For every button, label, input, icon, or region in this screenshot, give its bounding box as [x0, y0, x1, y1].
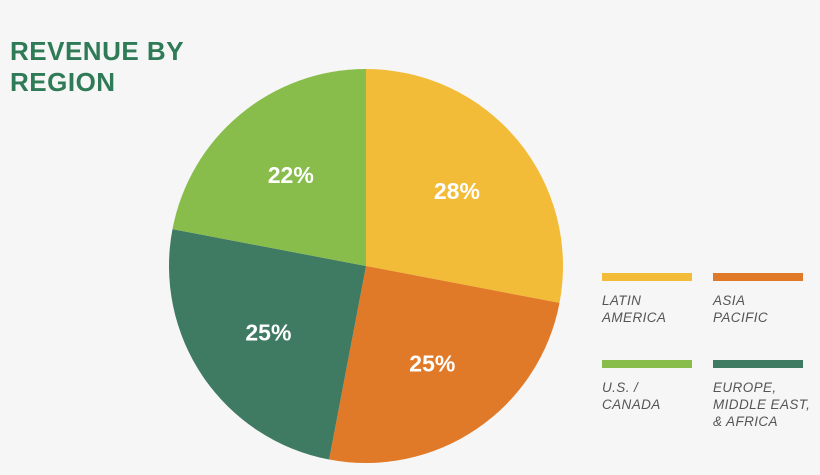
chart-title-line: REVENUE BY — [10, 36, 185, 66]
legend-swatch — [602, 273, 692, 281]
legend-label-line: CANADA — [602, 397, 661, 412]
slice-value-label: 28% — [434, 178, 480, 204]
legend-item-latin-america: LATIN AMERICA — [602, 273, 692, 326]
legend-label: U.S. / CANADA — [602, 379, 692, 413]
legend-swatch — [713, 360, 803, 368]
pie-slice-europe-middle-east-africa — [169, 229, 366, 460]
legend-label-line: PACIFIC — [713, 310, 769, 325]
legend-label-line: LATIN — [602, 293, 642, 308]
slice-value-label: 22% — [268, 162, 314, 188]
chart-title-line: REGION — [10, 67, 116, 97]
slice-value-label: 25% — [245, 319, 291, 345]
legend-label: EUROPE, MIDDLE EAST, & AFRICA — [713, 379, 810, 430]
legend-label: LATIN AMERICA — [602, 292, 692, 326]
pie-slice-asia-pacific — [329, 266, 560, 463]
legend-label-line: AMERICA — [602, 310, 667, 325]
legend-label-line: EUROPE, — [713, 380, 777, 395]
legend-label-line: U.S. / — [602, 380, 639, 395]
legend-item-emea: EUROPE, MIDDLE EAST, & AFRICA — [713, 360, 810, 430]
legend-label-line: MIDDLE EAST, — [713, 397, 811, 412]
legend-label: ASIA PACIFIC — [713, 292, 803, 326]
pie-slice-u-s-canada — [172, 69, 366, 266]
pie-slice-latin-america — [366, 69, 563, 303]
legend-item-us-canada: U.S. / CANADA — [602, 360, 692, 413]
legend-label-line: & AFRICA — [713, 414, 778, 429]
legend-label-line: ASIA — [713, 293, 746, 308]
legend-swatch — [713, 273, 803, 281]
slice-value-label: 25% — [409, 351, 455, 377]
legend-item-asia-pacific: ASIA PACIFIC — [713, 273, 803, 326]
chart-title: REVENUE BY REGION — [10, 36, 184, 98]
legend-swatch — [602, 360, 692, 368]
